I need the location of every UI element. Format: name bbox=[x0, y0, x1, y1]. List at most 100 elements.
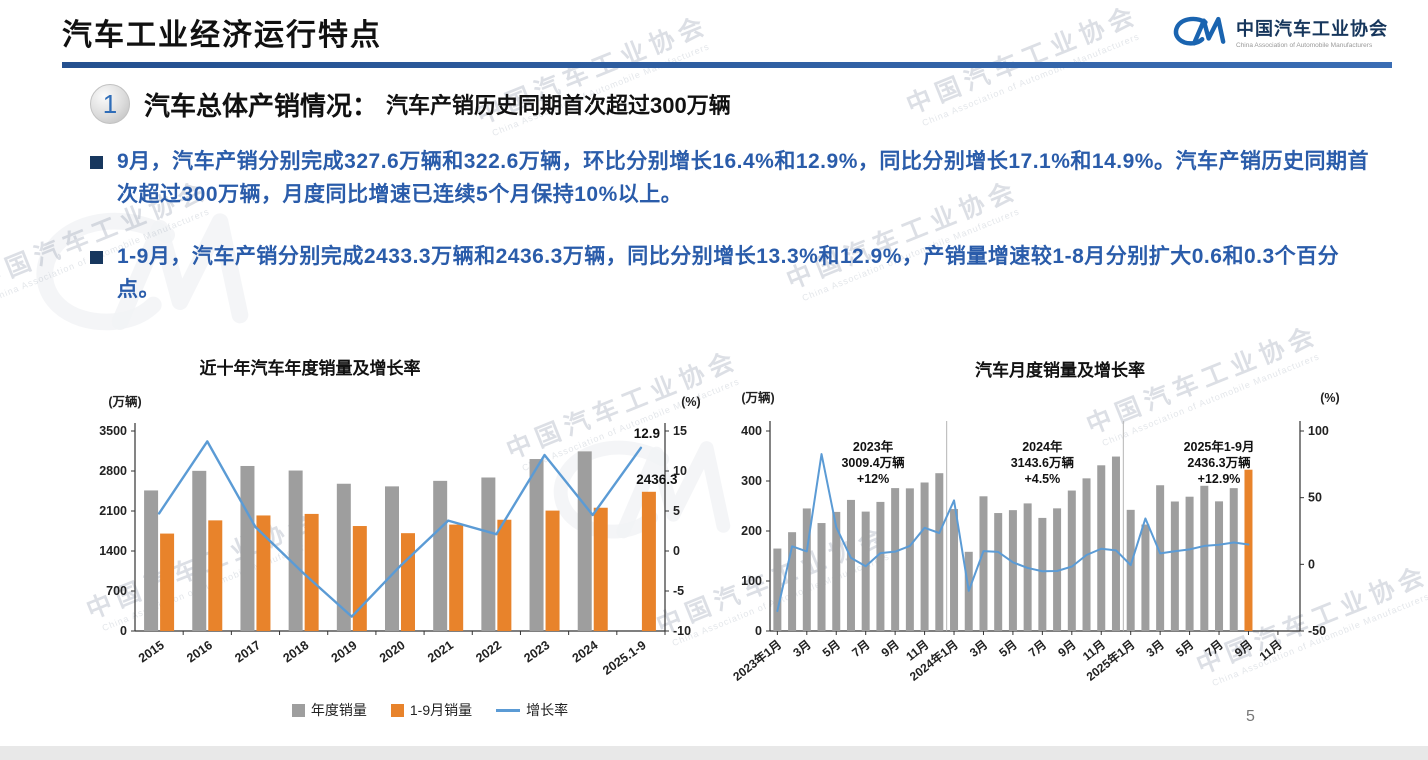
monthly-sales-bar bbox=[1185, 496, 1194, 631]
y2-axis-label: 5 bbox=[673, 504, 680, 518]
bullet-square-icon bbox=[90, 156, 103, 169]
y2-axis-label: -50 bbox=[1308, 624, 1326, 638]
x-axis-label: 9月 bbox=[879, 637, 902, 660]
monthly-sales-bar bbox=[861, 511, 870, 631]
x-axis-label: 2015 bbox=[136, 638, 167, 665]
monthly-sales-bar bbox=[979, 496, 988, 631]
year-summary-annotation: 2025年1-9月 2436.3万辆+12.9% bbox=[1184, 439, 1255, 486]
x-axis-label: 2020 bbox=[377, 638, 408, 665]
bullet-item: 9月，汽车产销分别完成327.6万辆和322.6万辆，环比分别增长16.4%和1… bbox=[90, 146, 1380, 211]
bullet-list: 9月，汽车产销分别完成327.6万辆和322.6万辆，环比分别增长16.4%和1… bbox=[90, 146, 1380, 336]
monthly-sales-bar bbox=[905, 488, 914, 631]
monthly-sales-bar bbox=[1170, 501, 1179, 631]
jan-sep-sales-bar bbox=[641, 491, 656, 631]
x-axis-label: 2019 bbox=[329, 638, 360, 665]
x-axis-label: 5月 bbox=[996, 637, 1019, 660]
monthly-sales-bar bbox=[1067, 490, 1076, 631]
y2-axis-label: 15 bbox=[673, 424, 687, 438]
monthly-sales-bar bbox=[1156, 485, 1165, 631]
x-axis-label: 2016 bbox=[184, 638, 215, 665]
caam-logo-text: 中国汽车工业协会 China Association of Automobile… bbox=[1236, 15, 1388, 49]
growth-rate-line bbox=[776, 453, 1250, 612]
bullet-text: 1-9月，汽车产销分别完成2433.3万辆和2436.3万辆，同比分别增长13.… bbox=[117, 245, 1340, 301]
annual-chart-legend: 年度销量 1-9月销量 增长率 bbox=[230, 700, 630, 720]
monthly-sales-bar bbox=[817, 523, 826, 631]
logo-subtext: China Association of Automobile Manufact… bbox=[1236, 42, 1373, 49]
x-axis-label: 3月 bbox=[1144, 637, 1167, 660]
annual-sales-bar bbox=[433, 480, 448, 631]
jan-sep-sales-bar bbox=[304, 513, 319, 631]
section-heading-sub: 汽车产销历史同期首次超过300万辆 bbox=[386, 93, 731, 118]
monthly-sales-bar bbox=[788, 532, 797, 631]
legend-item-jan-sep-sales: 1-9月销量 bbox=[390, 700, 473, 720]
year-summary-annotation: 2023年 3009.4万辆+12% bbox=[841, 439, 905, 486]
annual-sales-bar bbox=[288, 470, 303, 631]
monthly-sales-bar bbox=[832, 511, 841, 631]
y-axis-label: 400 bbox=[741, 424, 762, 438]
annual-sales-chart: 0 700 1400 2100 2800 3500 -10 -5 0 5 10 15 (万辆) (%) 20… bbox=[99, 394, 701, 678]
section-number-badge: 1 bbox=[90, 84, 130, 124]
x-axis-label: 2022 bbox=[473, 638, 504, 665]
caam-logo: 中国汽车工业协会 China Association of Automobile… bbox=[1170, 14, 1388, 50]
monthly-sales-bar bbox=[1038, 517, 1047, 631]
legend-label: 1-9月销量 bbox=[409, 702, 473, 718]
y-axis-label: 100 bbox=[741, 574, 762, 588]
y-axis-unit: (万辆) bbox=[741, 390, 774, 405]
legend-item-growth-rate: 增长率 bbox=[496, 700, 568, 720]
page-title: 汽车工业经济运行特点 bbox=[62, 19, 382, 52]
year-summary-annotation: 2024年 3143.6万辆+4.5% bbox=[1011, 439, 1075, 486]
section-heading-main: 汽车总体产销情况： bbox=[144, 90, 379, 121]
monthly-sales-bar bbox=[876, 501, 885, 631]
y-axis-label: 200 bbox=[741, 524, 762, 538]
x-axis-label: 2021 bbox=[425, 638, 456, 665]
legend-label: 增长率 bbox=[526, 702, 569, 718]
annual-sales-bar bbox=[577, 451, 592, 631]
monthly-sales-bar bbox=[1008, 510, 1017, 631]
y2-axis-label: 10 bbox=[673, 464, 687, 478]
jan-sep-sales-bar bbox=[256, 515, 271, 631]
y-axis-unit: (万辆) bbox=[108, 394, 141, 409]
jan-sep-sales-bar bbox=[449, 524, 464, 631]
y-axis-label: 2800 bbox=[99, 464, 127, 478]
x-axis-label: 3月 bbox=[790, 637, 813, 660]
caam-logo-icon bbox=[1173, 16, 1226, 46]
x-axis-label: 7月 bbox=[1203, 637, 1226, 660]
x-axis-label: 7月 bbox=[1026, 637, 1049, 660]
monthly-sales-bar bbox=[1141, 524, 1150, 631]
y-axis-label: 700 bbox=[106, 584, 127, 598]
title-underline bbox=[62, 62, 1392, 68]
monthly-sales-bar bbox=[1126, 509, 1135, 631]
bullet-text: 9月，汽车产销分别完成327.6万辆和322.6万辆，环比分别增长16.4%和1… bbox=[117, 150, 1369, 206]
jan-sep-sales-bar bbox=[208, 520, 223, 631]
orange-bar-swatch-icon bbox=[390, 703, 404, 717]
y2-axis-label: 100 bbox=[1308, 424, 1329, 438]
y-axis-label: 0 bbox=[120, 624, 127, 638]
annual-sales-bar bbox=[336, 483, 351, 631]
section-heading: 1 汽车总体产销情况： 汽车产销历史同期首次超过300万辆 bbox=[90, 84, 731, 124]
sales-value-annotation: 2436.3 bbox=[636, 472, 678, 487]
jan-sep-sales-bar bbox=[401, 533, 415, 631]
y2-axis-unit: (%) bbox=[681, 395, 700, 409]
y-axis-label: 0 bbox=[755, 624, 762, 638]
x-axis-label: 7月 bbox=[849, 637, 872, 660]
monthly-sales-bar bbox=[920, 482, 929, 631]
monthly-sales-bar bbox=[773, 548, 782, 631]
monthly-sales-bar bbox=[846, 499, 855, 631]
annual-sales-bar bbox=[385, 486, 399, 631]
x-axis-label: 11月 bbox=[1257, 637, 1285, 663]
legend-label: 年度销量 bbox=[310, 702, 367, 718]
annual-sales-bar bbox=[144, 490, 159, 631]
annual-sales-bar bbox=[192, 470, 207, 631]
annual-sales-bar bbox=[240, 465, 255, 631]
growth-rate-line bbox=[157, 440, 643, 618]
y2-axis-label: -10 bbox=[673, 624, 691, 638]
monthly-sales-bar bbox=[994, 513, 1003, 631]
y2-axis-label: -5 bbox=[673, 584, 684, 598]
monthly-sales-bar bbox=[1215, 501, 1224, 631]
jan-sep-sales-bar bbox=[545, 510, 560, 631]
monthly-sales-chart: 0 100 200 300 400 -50 0 50 100 (万辆) (%) 2023年1月 3月 5月… bbox=[730, 390, 1340, 684]
y-axis-label: 2100 bbox=[99, 504, 127, 518]
annual-sales-bar bbox=[481, 477, 496, 631]
y2-axis-label: 0 bbox=[673, 544, 680, 558]
x-axis-label: 2023年1月 bbox=[730, 637, 784, 684]
